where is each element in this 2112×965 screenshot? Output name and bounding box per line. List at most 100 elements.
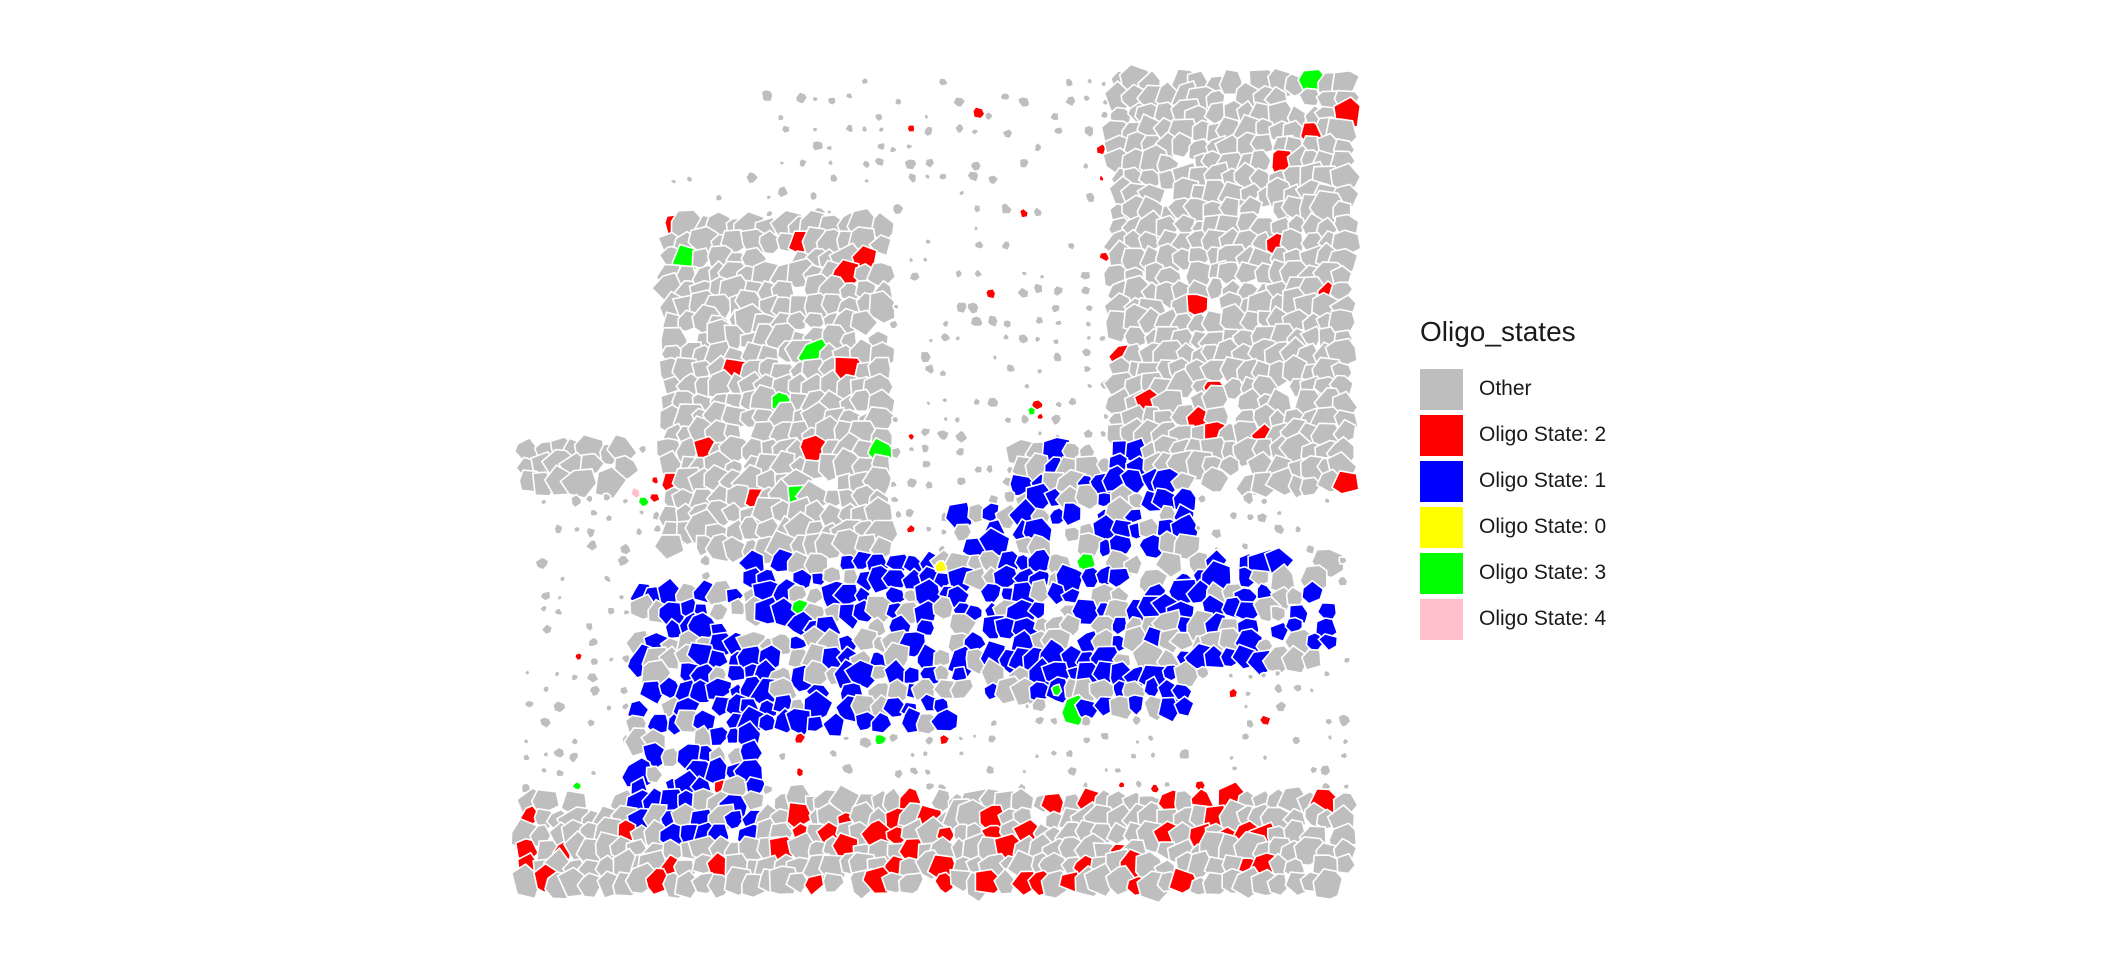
cell-other: [622, 608, 632, 617]
cell-oligo-state-1: [831, 583, 861, 608]
cell-other: [825, 208, 833, 216]
cell-other: [1194, 524, 1202, 533]
cell-other: [523, 668, 531, 677]
cell-oligo-state-2: [1098, 174, 1106, 183]
cell-other: [1074, 483, 1102, 511]
cell-other: [937, 172, 948, 182]
cell-other: [953, 428, 970, 445]
cell-other: [915, 712, 938, 736]
cell-other: [1299, 325, 1324, 347]
cell-other: [957, 749, 966, 757]
cell-other: [1322, 669, 1332, 678]
cell-other: [1038, 272, 1046, 281]
cell-other: [1017, 332, 1030, 346]
cell-other: [1336, 575, 1349, 587]
cell-other: [939, 527, 949, 537]
cell-other: [844, 91, 854, 101]
cell-other: [973, 238, 986, 251]
cell-other: [953, 122, 966, 135]
cell-oligo-state-2: [648, 492, 662, 504]
cell-other: [685, 174, 694, 184]
cell-other: [588, 683, 602, 698]
cell-other: [1162, 780, 1173, 789]
cell-oligo-state-1: [1316, 601, 1338, 621]
cell-other: [991, 353, 999, 362]
cell-other: [877, 125, 886, 134]
cell-other: [538, 604, 549, 614]
cell-other: [954, 446, 966, 458]
cell-other: [937, 368, 948, 378]
cell-other: [904, 506, 916, 520]
cell-other: [887, 319, 900, 330]
cell-oligo-state-2: [795, 766, 805, 779]
cell-other: [1063, 94, 1078, 109]
cell-other: [576, 872, 602, 899]
cell-other: [589, 508, 600, 518]
cell-other: [1054, 399, 1064, 410]
cell-other: [1001, 318, 1013, 330]
cell-other: [1272, 523, 1287, 536]
cell-other: [888, 144, 899, 154]
cell-other: [605, 703, 613, 713]
cell-other: [1129, 751, 1138, 761]
cell-other: [1342, 782, 1351, 791]
cell-other: [1323, 496, 1332, 505]
cell-other: [603, 513, 614, 524]
cell-other: [920, 442, 931, 454]
cell-other: [1099, 110, 1110, 120]
cell-other: [811, 126, 819, 134]
cell-other: [700, 569, 713, 582]
cell-other: [1245, 512, 1257, 522]
cell-other: [1086, 76, 1094, 86]
cell-other: [589, 769, 598, 777]
cell-other: [908, 270, 922, 283]
cell-other: [541, 684, 551, 695]
cell-other: [615, 554, 632, 569]
cell-other: [888, 480, 900, 489]
cell-other: [966, 300, 980, 316]
legend-item-state-3: Oligo State: 3: [1420, 550, 1606, 596]
cell-oligo-state-1: [1317, 633, 1339, 652]
cell-other: [1051, 337, 1060, 346]
cell-other: [859, 76, 870, 86]
cell-other: [539, 765, 549, 775]
cell-other: [951, 95, 967, 109]
cell-other: [794, 90, 809, 106]
cell-other: [1228, 510, 1239, 521]
cell-oligo-state-2: [650, 475, 660, 486]
cell-other: [1291, 682, 1303, 694]
cell-oligo-state-3: [873, 733, 889, 746]
cell-other: [940, 396, 950, 404]
cell-other: [551, 746, 566, 760]
cell-other: [620, 701, 631, 712]
cell-other: [1324, 717, 1334, 727]
cell-other: [905, 476, 919, 490]
cell-other: [1273, 669, 1283, 678]
cell-other: [1083, 303, 1095, 314]
cell-other: [1003, 489, 1016, 504]
cell-other: [1048, 111, 1060, 122]
cell-other: [714, 192, 725, 202]
cell-other: [826, 158, 835, 167]
cell-other: [539, 622, 554, 636]
cell-other: [957, 188, 966, 198]
cell-other: [875, 141, 887, 152]
cell-other: [827, 748, 839, 759]
legend-item-state-0: Oligo State: 0: [1420, 504, 1606, 550]
cell-other: [923, 478, 935, 491]
cell-oligo-state-2: [1330, 469, 1360, 495]
cell-other: [1080, 160, 1090, 171]
cell-oligo-state-2: [906, 123, 916, 134]
cell-other: [923, 157, 936, 170]
cell-other: [1241, 491, 1255, 507]
cell-other: [1049, 413, 1063, 427]
cell-other: [1099, 731, 1110, 742]
cell-other: [953, 333, 962, 343]
cell-other: [1097, 334, 1107, 343]
cell-other: [908, 765, 921, 777]
cell-other: [1242, 702, 1250, 711]
cell-other: [1019, 270, 1029, 277]
legend: Oligo_states Other Oligo State: 2 Oligo …: [1420, 316, 1606, 642]
cell-other: [986, 733, 999, 745]
cell-other: [907, 255, 915, 264]
